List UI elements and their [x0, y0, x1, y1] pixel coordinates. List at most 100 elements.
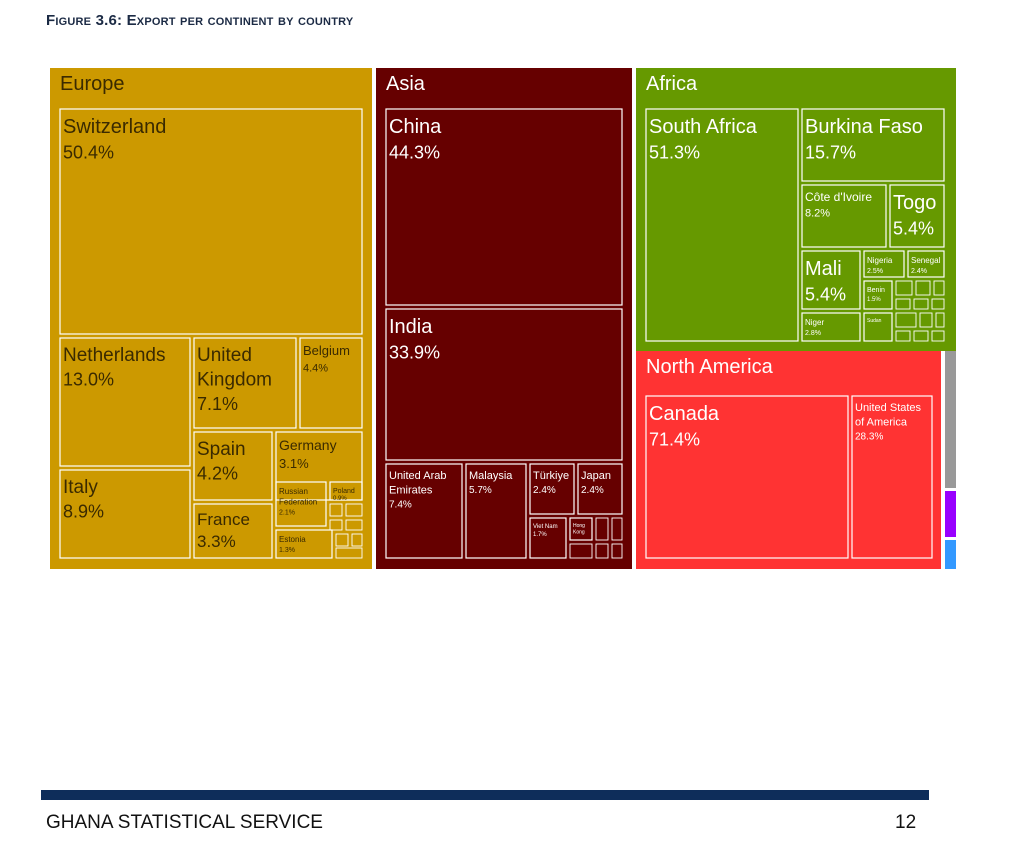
tile-value-malaysia: 5.7%	[469, 485, 492, 496]
tile-switzerland	[59, 108, 363, 335]
footer-divider	[41, 790, 929, 800]
tile-small-8	[595, 517, 609, 541]
tile-value-cote-d-ivoire: 8.2%	[805, 207, 830, 219]
tile-value-mali: 5.4%	[805, 284, 846, 304]
tile-label-united-kingdom-2: Kingdom	[197, 370, 272, 391]
tile-niger	[801, 312, 861, 342]
tile-small-7	[569, 543, 593, 559]
tile-small-19	[919, 312, 933, 328]
tile-label-burkina-faso: Burkina Faso	[805, 116, 923, 138]
tile-value-togo: 5.4%	[893, 218, 934, 238]
continent-block-north-america	[636, 351, 941, 569]
tile-label-malaysia: Malaysia	[469, 470, 513, 482]
tile-value-estonia: 1.3%	[279, 547, 295, 554]
tile-small-1	[345, 503, 363, 517]
tile-label-germany: Germany	[279, 437, 337, 453]
tile-value-canada: 71.4%	[649, 429, 700, 449]
tile-germany	[275, 431, 363, 501]
tile-label-benin: Benin	[867, 287, 885, 294]
tile-canada	[645, 395, 849, 559]
tile-poland	[329, 481, 363, 501]
tile-value-nigeria: 2.5%	[867, 268, 883, 275]
treemap-chart: Europe Asia Africa North America Switzerland…	[50, 68, 956, 569]
tile-small-20	[935, 312, 945, 328]
tile-label-canada: Canada	[649, 403, 720, 425]
continent-block-europe	[50, 68, 372, 569]
figure-title: Figure 3.6: Export per continent by coun…	[46, 12, 354, 29]
continent-block-other-6	[945, 540, 956, 569]
tile-small-6	[335, 547, 363, 559]
tile-turkiye	[529, 463, 575, 515]
tile-label-united-arab-emirates-1: United Arab	[389, 470, 446, 482]
tile-japan	[577, 463, 623, 515]
tile-label-estonia: Estonia	[279, 535, 306, 544]
tile-label-cote-d-ivoire: Côte d'Ivoire	[805, 190, 872, 204]
tile-value-france: 3.3%	[197, 532, 236, 551]
tile-label-hong-kong-2: Kong	[573, 530, 585, 536]
tile-small-16	[913, 298, 929, 310]
tile-mali	[801, 250, 861, 310]
tile-label-mali: Mali	[805, 258, 842, 280]
tile-south-africa	[645, 108, 799, 342]
tile-india	[385, 308, 623, 461]
tile-label-south-africa: South Africa	[649, 116, 758, 138]
tile-small-3	[345, 519, 363, 531]
continent-label-north-america: North America	[646, 356, 774, 378]
tile-label-russian-federation-1: Russian	[279, 487, 308, 496]
tile-netherlands	[59, 337, 191, 467]
tile-value-switzerland: 50.4%	[63, 142, 114, 162]
tile-hong-kong	[569, 517, 593, 541]
tile-label-niger: Niger	[805, 318, 824, 327]
tile-value-united-kingdom: 7.1%	[197, 394, 238, 414]
tile-senegal	[907, 250, 945, 278]
tile-united-arab-emirates	[385, 463, 463, 559]
tile-small-5	[351, 533, 363, 547]
tile-label-united-arab-emirates-2: Emirates	[389, 484, 433, 496]
tile-label-poland: Poland	[333, 488, 355, 495]
tile-value-italy: 8.9%	[63, 501, 104, 521]
tile-value-india: 33.9%	[389, 342, 440, 362]
tile-togo	[889, 184, 945, 248]
tile-label-france: France	[197, 510, 250, 529]
tile-label-india: India	[389, 316, 433, 338]
tile-label-sudan: Sudan	[867, 318, 882, 324]
tile-value-germany: 3.1%	[279, 456, 309, 471]
tile-small-17	[931, 298, 945, 310]
tile-value-netherlands: 13.0%	[63, 369, 114, 389]
tile-value-poland: 0.9%	[333, 496, 347, 502]
tile-label-united-kingdom-1: United	[197, 345, 252, 366]
tile-label-senegal: Senegal	[911, 256, 941, 265]
tile-russian-federation	[275, 481, 327, 527]
tile-benin	[863, 280, 893, 310]
tile-small-14	[933, 280, 945, 296]
tile-value-russian-federation: 2.1%	[279, 510, 295, 517]
tile-value-belgium: 4.4%	[303, 362, 328, 374]
tile-value-spain: 4.2%	[197, 463, 238, 483]
tile-value-viet-nam: 1.7%	[533, 532, 547, 538]
tile-small-15	[895, 298, 911, 310]
tile-burkina-faso	[801, 108, 945, 182]
continent-block-other-5	[945, 491, 956, 537]
tile-value-burkina-faso: 15.7%	[805, 142, 856, 162]
continent-label-asia: Asia	[386, 73, 426, 95]
tile-cote-d-ivoire	[801, 184, 887, 248]
tile-value-turkiye: 2.4%	[533, 485, 556, 496]
tile-label-hong-kong-1: Hong	[573, 523, 585, 529]
tile-small-18	[895, 312, 917, 328]
continent-label-africa: Africa	[646, 73, 698, 95]
tile-label-belgium: Belgium	[303, 343, 350, 358]
tile-label-russian-federation-2: Federation	[279, 497, 317, 506]
tile-small-23	[931, 330, 945, 342]
tile-small-22	[913, 330, 929, 342]
tile-small-9	[611, 517, 623, 541]
tile-label-united-states-of-america-1: United States	[855, 402, 922, 414]
tile-value-japan: 2.4%	[581, 485, 604, 496]
tile-small-13	[915, 280, 931, 296]
tile-value-china: 44.3%	[389, 142, 440, 162]
tile-value-senegal: 2.4%	[911, 268, 927, 275]
tile-value-united-arab-emirates: 7.4%	[389, 499, 412, 510]
tile-estonia	[275, 529, 333, 559]
tile-small-12	[895, 280, 913, 296]
footer-organization: GHANA STATISTICAL SERVICE	[46, 812, 323, 833]
tile-label-nigeria: Nigeria	[867, 256, 893, 265]
